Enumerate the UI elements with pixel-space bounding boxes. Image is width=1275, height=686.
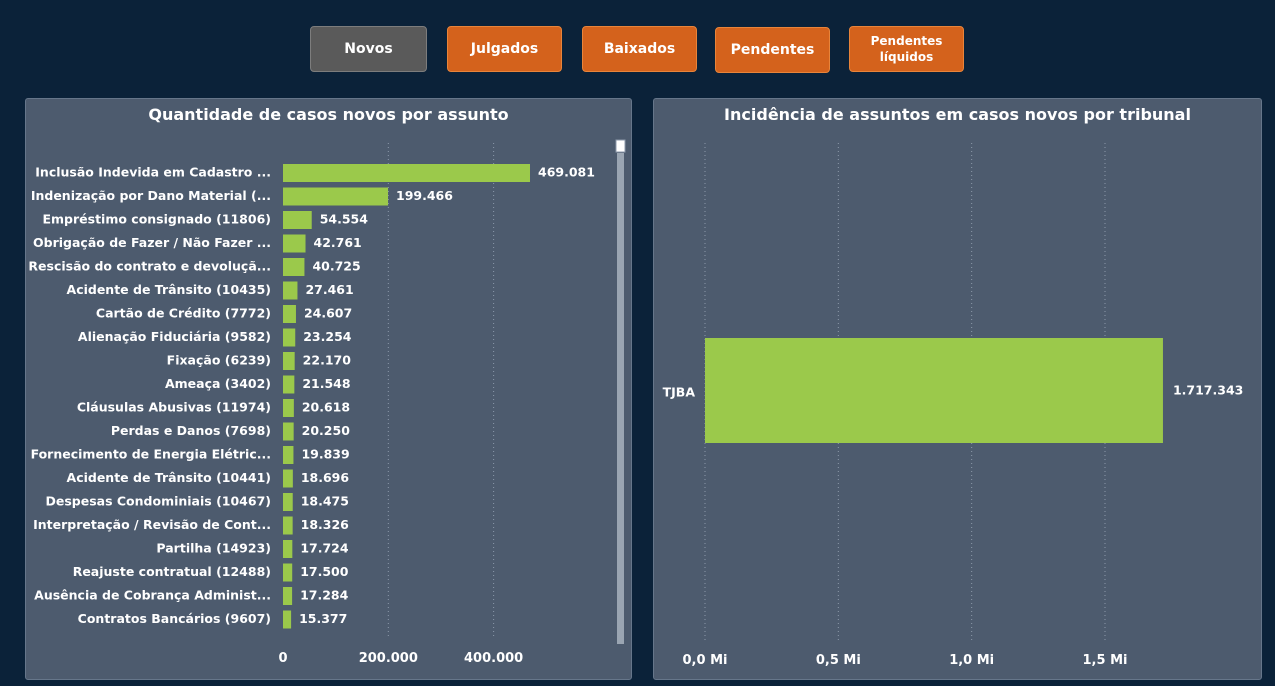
scrollbar-thumb[interactable] xyxy=(617,153,624,644)
bar[interactable] xyxy=(283,164,530,182)
bar[interactable] xyxy=(283,587,293,605)
novos-button[interactable]: Novos xyxy=(310,26,427,72)
pendentes-liquidos-button[interactable]: Pendentes líquidos xyxy=(849,26,964,72)
bar[interactable] xyxy=(283,328,296,347)
x-tick-label: 0,5 Mi xyxy=(816,653,861,668)
x-tick-label: 0 xyxy=(278,651,287,666)
category-label: Ausência de Cobrança Administ... xyxy=(34,588,271,603)
category-label: Obrigação de Fazer / Não Fazer ... xyxy=(33,235,271,250)
data-label: 18.696 xyxy=(301,470,350,485)
category-label: Cláusulas Abusivas (11974) xyxy=(77,400,271,415)
bar[interactable] xyxy=(283,211,312,229)
data-label: 17.724 xyxy=(300,541,349,556)
bar[interactable] xyxy=(283,352,295,370)
category-label: Empréstimo consignado (11806) xyxy=(42,212,271,227)
right-bar-chart: 0,0 Mi 0,5 Mi 1,0 Mi 1,5 Mi TJBA 1.717.343 xyxy=(663,143,1243,668)
category-label: Ameaça (3402) xyxy=(165,376,271,391)
julgados-button[interactable]: Julgados xyxy=(447,26,562,72)
data-label: 23.254 xyxy=(303,329,352,344)
bar[interactable] xyxy=(283,469,293,488)
data-label: 19.839 xyxy=(301,447,349,462)
data-label: 54.554 xyxy=(320,212,369,227)
x-tick-label: 1,5 Mi xyxy=(1083,653,1128,668)
data-label: 17.284 xyxy=(300,588,349,603)
category-label: Fornecimento de Energia Elétric... xyxy=(31,447,271,462)
left-bar-chart: 0 200.000 400.000 Inclusão Indevida em Cada… xyxy=(28,139,626,666)
data-label: 40.725 xyxy=(312,259,360,274)
data-label: 21.548 xyxy=(302,376,350,391)
baixados-button[interactable]: Baixados xyxy=(582,26,697,72)
category-label: Despesas Condominiais (10467) xyxy=(45,494,271,509)
category-label: Contratos Bancários (9607) xyxy=(78,611,271,626)
bar[interactable] xyxy=(283,422,294,441)
data-label-tjba: 1.717.343 xyxy=(1173,383,1243,398)
data-label: 20.250 xyxy=(302,423,351,438)
right-chart-title: Incidência de assuntos em casos novos po… xyxy=(724,105,1191,124)
data-label: 18.475 xyxy=(301,494,349,509)
category-label: Reajuste contratual (12488) xyxy=(73,564,271,579)
left-chart-title: Quantidade de casos novos por assunto xyxy=(148,105,509,124)
bar[interactable] xyxy=(283,305,296,323)
bar[interactable] xyxy=(283,610,292,629)
category-label: Fixação (6239) xyxy=(167,353,271,368)
category-label: Cartão de Crédito (7772) xyxy=(96,306,271,321)
category-label-tjba: TJBA xyxy=(663,385,696,400)
bar[interactable] xyxy=(283,563,293,582)
category-label: Perdas e Danos (7698) xyxy=(111,423,271,438)
category-label: Acidente de Trânsito (10435) xyxy=(67,282,271,297)
data-label: 27.461 xyxy=(305,282,353,297)
category-label: Indenização por Dano Material (... xyxy=(31,188,271,203)
data-label: 469.081 xyxy=(538,165,595,180)
bar[interactable] xyxy=(283,540,293,558)
bar[interactable] xyxy=(283,258,305,276)
data-label: 42.761 xyxy=(314,235,362,250)
bar[interactable] xyxy=(283,234,306,253)
data-label: 22.170 xyxy=(303,353,352,368)
x-tick-label: 0,0 Mi xyxy=(683,653,728,668)
pendentes-button[interactable]: Pendentes xyxy=(715,27,830,73)
x-tick-label: 200.000 xyxy=(359,651,418,666)
bar[interactable] xyxy=(283,493,293,511)
bar[interactable] xyxy=(283,446,294,464)
category-label: Rescisão do contrato e devoluçã... xyxy=(28,259,271,274)
data-label: 18.326 xyxy=(301,517,350,532)
category-label: Alienação Fiduciária (9582) xyxy=(78,329,271,344)
category-label: Partilha (14923) xyxy=(156,541,271,556)
bar[interactable] xyxy=(283,375,295,394)
category-label: Interpretação / Revisão de Cont... xyxy=(33,517,271,532)
data-label: 24.607 xyxy=(304,306,352,321)
bar[interactable] xyxy=(283,399,294,417)
bar[interactable] xyxy=(283,187,389,206)
bar[interactable] xyxy=(283,281,298,300)
data-label: 15.377 xyxy=(299,611,347,626)
data-label: 17.500 xyxy=(300,564,349,579)
bar[interactable] xyxy=(283,516,293,535)
data-label: 20.618 xyxy=(302,400,350,415)
category-label: Acidente de Trânsito (10441) xyxy=(67,470,271,485)
scrollbar-up-button[interactable] xyxy=(615,139,626,153)
x-tick-label: 1,0 Mi xyxy=(949,653,994,668)
data-label: 199.466 xyxy=(396,188,453,203)
x-tick-label: 400.000 xyxy=(464,651,523,666)
category-label: Inclusão Indevida em Cadastro ... xyxy=(35,165,271,180)
bar-tjba[interactable] xyxy=(705,338,1163,443)
